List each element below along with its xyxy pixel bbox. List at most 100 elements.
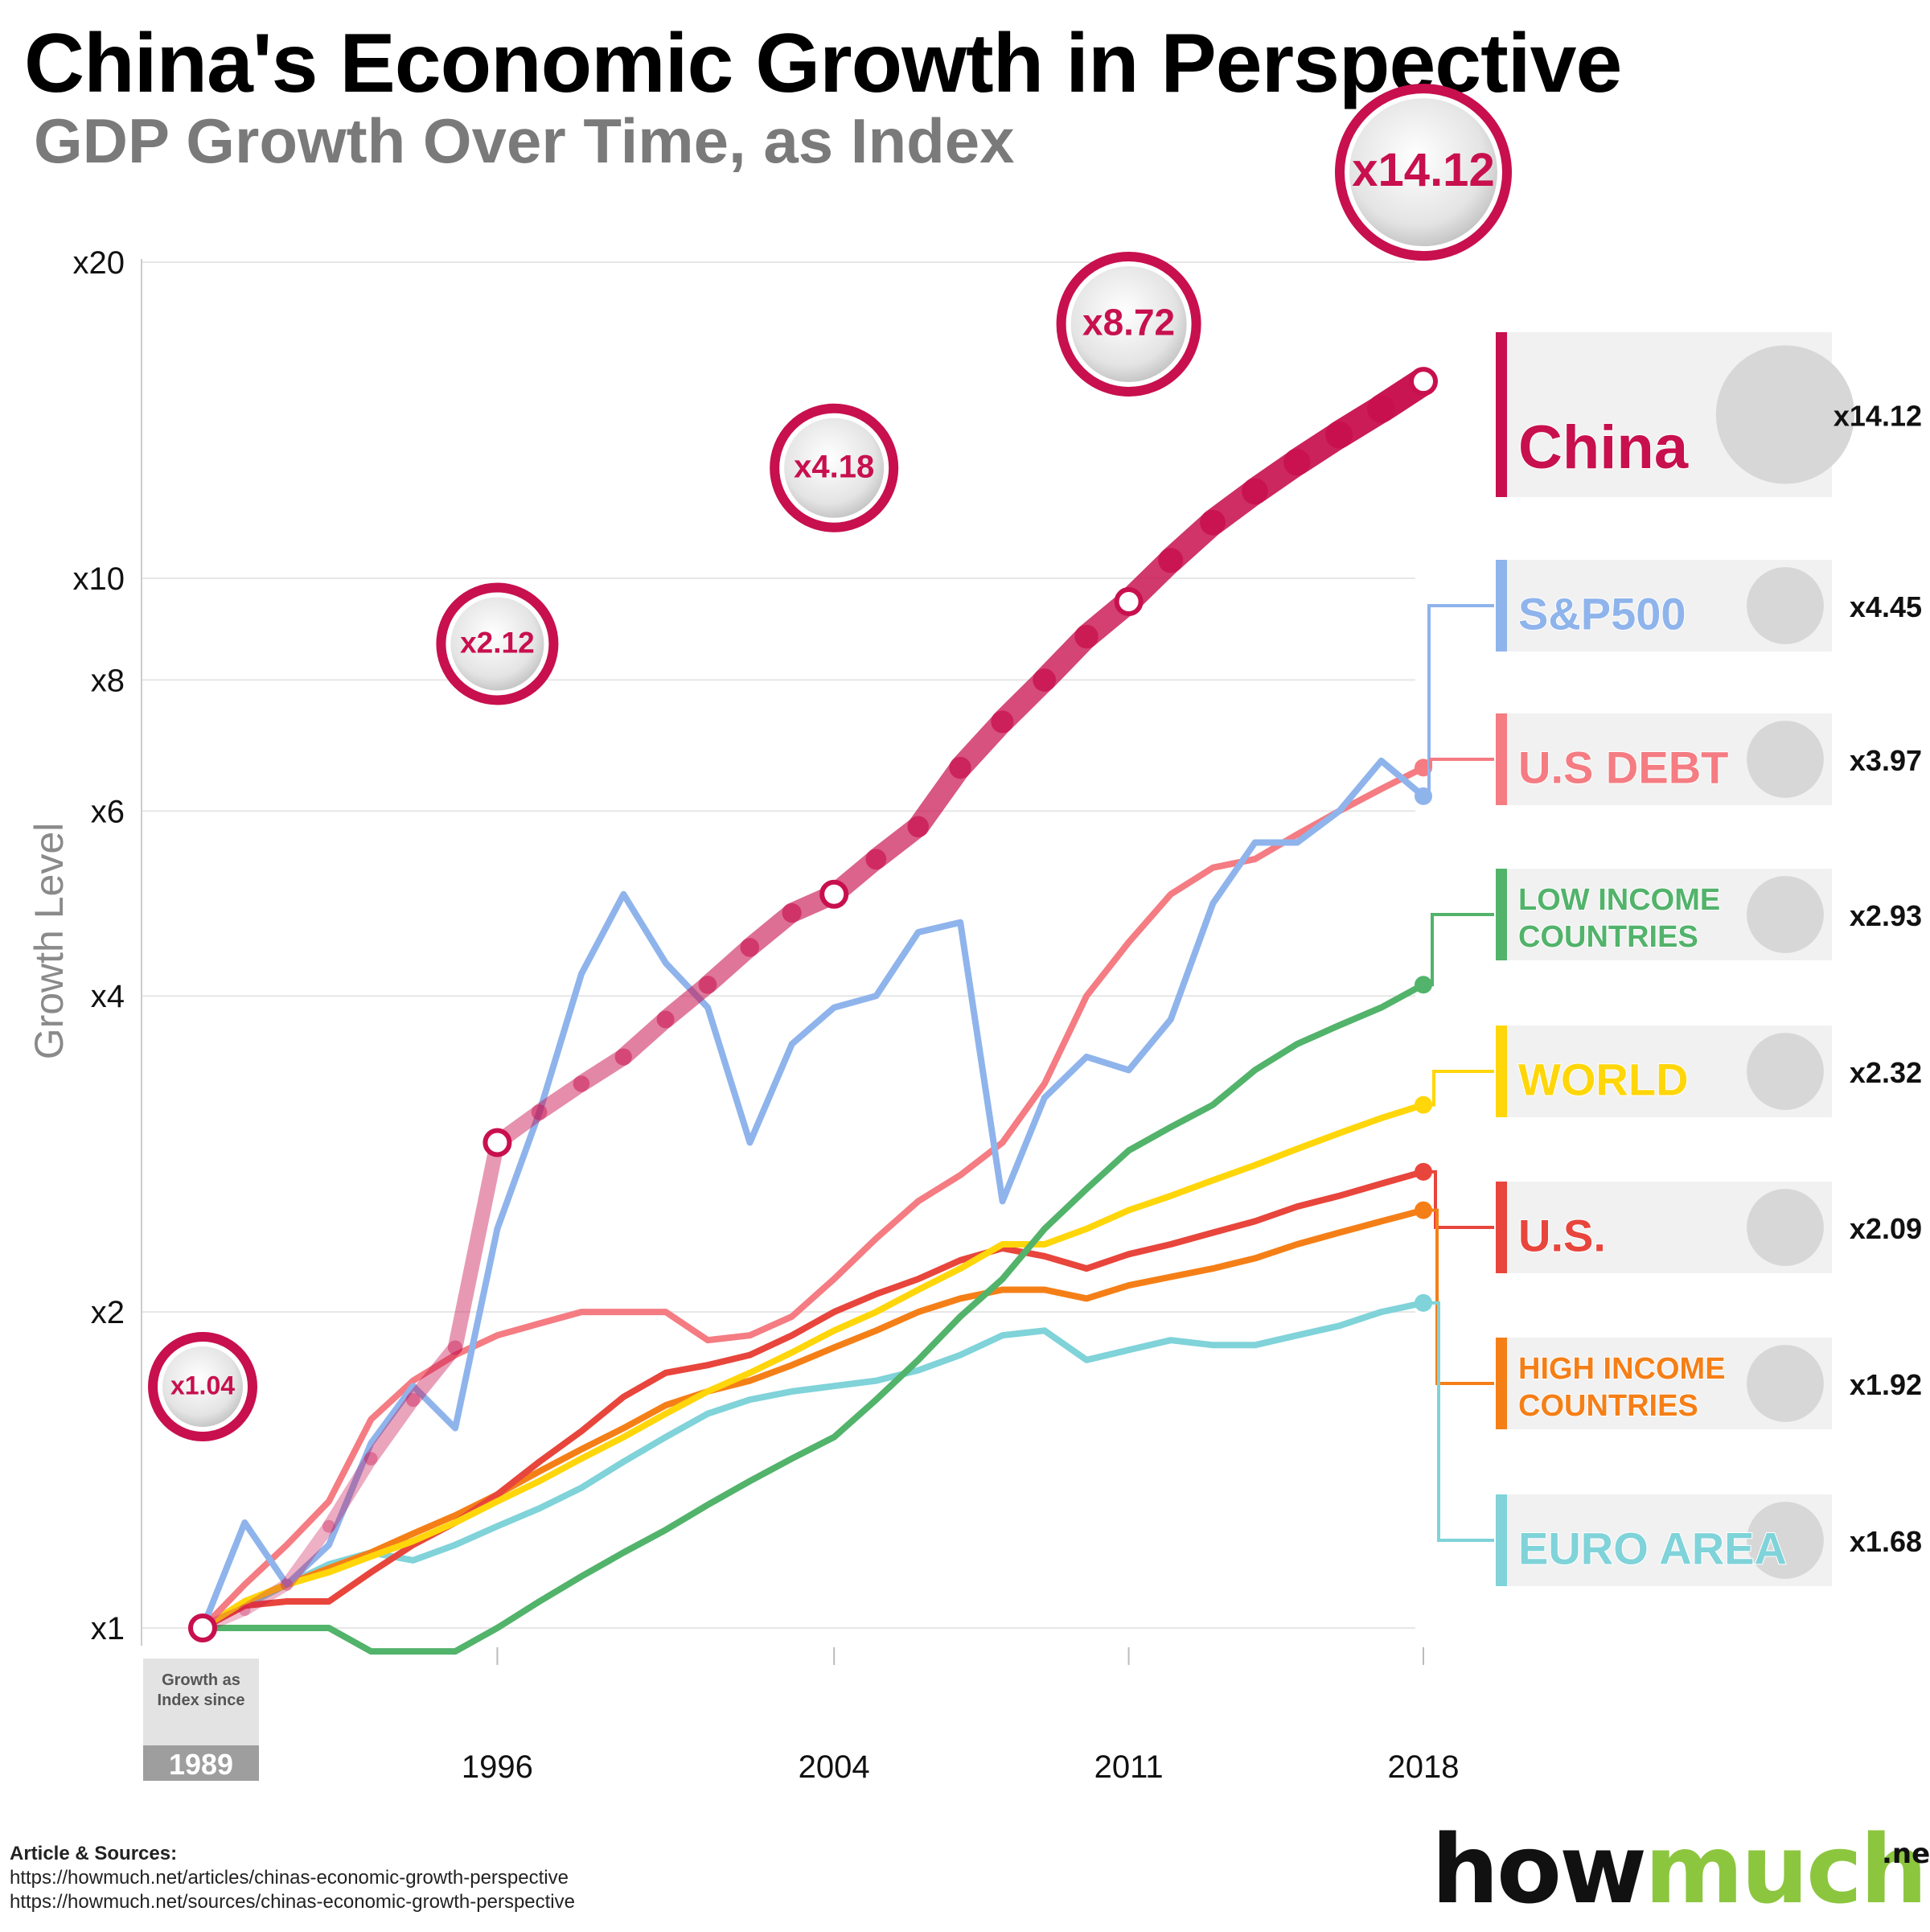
legend-final-value: x2.93 xyxy=(1850,899,1922,932)
globe-icon xyxy=(162,1346,243,1427)
callout-point xyxy=(482,1128,512,1157)
x-tick-label: 2011 xyxy=(1094,1749,1164,1785)
callout-point xyxy=(819,879,849,909)
legend-series-name: U.S DEBT xyxy=(1518,742,1728,793)
sources-heading: Article & Sources: xyxy=(10,1843,178,1864)
series-line-euro-area xyxy=(199,1299,1427,1631)
series-line-high-income-countries xyxy=(199,1206,1427,1631)
callout-label: x2.12 xyxy=(460,626,535,659)
legend-connector xyxy=(1431,913,1494,987)
y-tick-label: x8 xyxy=(91,663,125,698)
callout-label: x14.12 xyxy=(1352,144,1494,196)
source-link-sources[interactable]: https://howmuch.net/sources/chinas-econo… xyxy=(10,1891,575,1913)
callout-label: x4.18 xyxy=(794,449,874,484)
legend-series-name: S&P500 xyxy=(1518,589,1686,639)
legend-connector xyxy=(1431,1070,1494,1107)
base-caption-box xyxy=(143,1659,259,1745)
legend-color-bar xyxy=(1496,1026,1507,1117)
globe-icon xyxy=(1747,567,1824,644)
series-line-low-income-countries xyxy=(199,981,1427,1655)
series-end-dot xyxy=(1415,1293,1432,1312)
callout-point xyxy=(1114,586,1144,616)
legend-series-name: HIGH INCOME xyxy=(1518,1352,1726,1386)
series-china-segment xyxy=(280,1519,335,1591)
y-tick-label: x4 xyxy=(91,979,125,1014)
legend-color-bar xyxy=(1496,869,1507,960)
legend-final-value: x2.32 xyxy=(1850,1056,1922,1089)
series-china-segment xyxy=(405,1340,462,1408)
y-tick-label: x1 xyxy=(91,1611,125,1646)
series-china-segment xyxy=(447,1135,505,1355)
base-year-box xyxy=(143,1745,259,1781)
globe-icon xyxy=(784,417,885,518)
x-tick-label: 2004 xyxy=(799,1749,870,1785)
legend-series-name: COUNTRIES xyxy=(1518,1389,1698,1423)
x-tick-label: 2018 xyxy=(1388,1749,1460,1785)
globe-icon xyxy=(1747,1033,1824,1110)
legend-series-name: COUNTRIES xyxy=(1518,920,1698,954)
legend-final-value: x1.92 xyxy=(1850,1368,1922,1401)
legend-color-bar xyxy=(1496,332,1507,497)
sources-block: Article & Sources: https://howmuch.net/a… xyxy=(10,1842,575,1914)
series-line-u-s-debt xyxy=(199,764,1427,1631)
base-caption-line: Index since xyxy=(158,1692,245,1709)
legend-final-value: x1.68 xyxy=(1850,1525,1922,1558)
globe-icon xyxy=(1747,1345,1824,1422)
callout-label: x8.72 xyxy=(1082,301,1175,343)
logo-much: much xyxy=(1645,1814,1928,1925)
series-line-s-p500 xyxy=(199,757,1427,1631)
legend-color-bar xyxy=(1496,713,1507,805)
legend-series-name: China xyxy=(1518,413,1689,482)
legend-series-name: U.S. xyxy=(1518,1211,1606,1261)
legend-connector xyxy=(1431,1208,1494,1385)
series-end-dot xyxy=(1415,1162,1432,1181)
chart-subtitle: GDP Growth Over Time, as Index xyxy=(34,105,1015,176)
callout-point xyxy=(1409,367,1438,397)
howmuch-logo: howmuch.net xyxy=(1431,1814,1930,1925)
globe-icon xyxy=(1747,721,1824,798)
series-end-dot xyxy=(1415,976,1432,994)
legend-series-name: LOW INCOME xyxy=(1518,883,1720,917)
legend-series-name: EURO AREA xyxy=(1518,1523,1787,1574)
base-caption-line: Growth as xyxy=(162,1671,240,1689)
series-end-dot xyxy=(1415,1201,1432,1219)
globe-icon xyxy=(1349,98,1497,247)
legend-final-value: x14.12 xyxy=(1834,400,1922,433)
y-tick-label: x6 xyxy=(91,794,125,829)
globe-icon xyxy=(1747,1502,1824,1579)
series-china-segment xyxy=(322,1452,378,1533)
legend-color-bar xyxy=(1496,560,1507,652)
y-axis-label: Growth Level xyxy=(27,823,72,1060)
x-tick-label: 1996 xyxy=(462,1749,533,1785)
series-line-u-s- xyxy=(199,1168,1427,1631)
base-year-label: 1989 xyxy=(169,1748,233,1781)
series-china-segment xyxy=(907,756,971,838)
callout-label: x1.04 xyxy=(170,1371,235,1400)
globe-icon xyxy=(1747,876,1824,953)
logo-how: how xyxy=(1431,1814,1647,1925)
y-tick-label: x2 xyxy=(91,1295,125,1330)
series-end-dot xyxy=(1415,1095,1432,1114)
legend-color-bar xyxy=(1496,1494,1507,1586)
legend-connector xyxy=(1431,1169,1494,1229)
legend-connector xyxy=(1429,758,1494,770)
legend-final-value: x2.09 xyxy=(1850,1212,1922,1245)
series-line-world xyxy=(199,1101,1427,1631)
legend-final-value: x4.45 xyxy=(1850,590,1922,623)
chart-title: China's Economic Growth in Perspective xyxy=(24,17,1622,110)
legend-series-name: WORLD xyxy=(1518,1054,1689,1105)
series-china-segment xyxy=(238,1578,294,1617)
legend-connector xyxy=(1431,1301,1494,1542)
series-china-segment xyxy=(614,1010,675,1066)
y-tick-label: x10 xyxy=(73,561,125,597)
callout-point xyxy=(188,1613,217,1642)
series-china-segment xyxy=(363,1392,421,1465)
source-link-article[interactable]: https://howmuch.net/articles/chinas-econ… xyxy=(10,1867,569,1889)
y-tick-label: x20 xyxy=(73,245,125,281)
globe-icon xyxy=(1070,265,1187,382)
legend-connector xyxy=(1427,604,1494,798)
series-china-segment xyxy=(531,1075,590,1120)
legend-color-bar xyxy=(1496,1338,1507,1429)
globe-icon xyxy=(450,597,544,691)
